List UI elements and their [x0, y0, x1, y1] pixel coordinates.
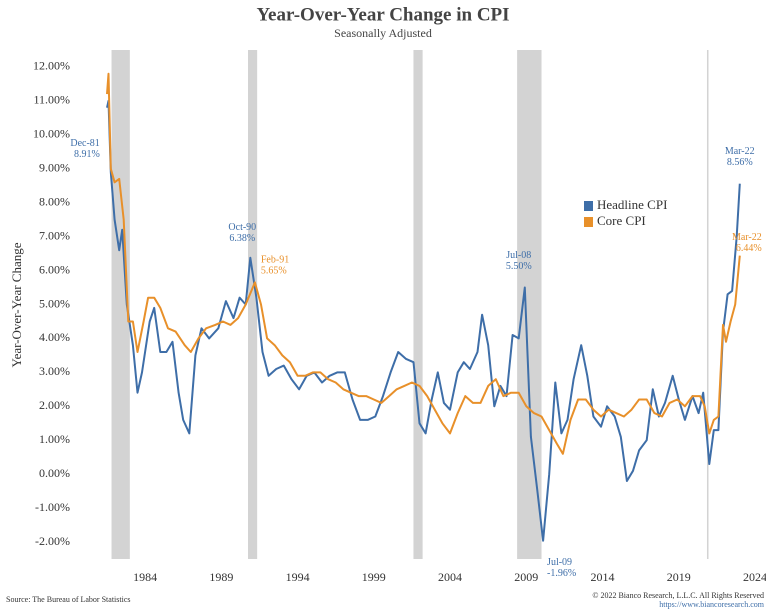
copyright: © 2022 Bianco Research, L.L.C. All Right…: [592, 591, 764, 600]
x-tick-label: 2009: [514, 570, 538, 584]
annotation-value: -1.96%: [547, 568, 576, 579]
recession-band: [248, 50, 258, 559]
recession-band: [706, 50, 709, 559]
series-line: [106, 72, 741, 455]
y-tick-label: 0.00%: [39, 466, 70, 480]
y-tick-label: 1.00%: [39, 432, 70, 446]
legend-label: Core CPI: [597, 213, 646, 228]
annotation-value: 8.91%: [74, 149, 100, 160]
y-tick-label: 2.00%: [39, 398, 70, 412]
y-tick-label: 7.00%: [39, 228, 70, 242]
y-tick-label: 5.00%: [39, 296, 70, 310]
source: Source: The Bureau of Labor Statistics: [6, 595, 131, 604]
annotation-date: Mar-22: [725, 146, 755, 157]
chart-title: Year-Over-Year Change in CPI: [256, 4, 509, 25]
annotation-value: 6.44%: [736, 243, 762, 254]
y-tick-label: 11.00%: [33, 93, 70, 107]
y-tick-label: 6.00%: [39, 262, 70, 276]
annotation-date: Mar-22: [732, 232, 762, 243]
annotation-value: 5.65%: [261, 266, 287, 277]
annotation-date: Jul-08: [506, 250, 531, 261]
y-tick-label: 8.00%: [39, 194, 70, 208]
annotation-value: 8.56%: [727, 157, 753, 168]
y-tick-label: 9.00%: [39, 161, 70, 175]
recession-band: [413, 50, 423, 559]
x-tick-label: 2019: [667, 570, 691, 584]
recession-band: [111, 50, 130, 559]
x-tick-label: 1999: [362, 570, 386, 584]
series-line: [106, 99, 741, 542]
y-tick-label: 12.00%: [33, 59, 70, 73]
annotation-value: 5.50%: [506, 261, 532, 272]
y-tick-label: 10.00%: [33, 127, 70, 141]
x-tick-label: 2004: [438, 570, 462, 584]
y-tick-label: 3.00%: [39, 364, 70, 378]
legend-label: Headline CPI: [597, 197, 667, 212]
annotation-date: Oct-90: [228, 222, 256, 233]
x-tick-label: 1994: [286, 570, 310, 584]
recession-band: [517, 50, 542, 559]
x-tick-label: 2014: [591, 570, 615, 584]
y-tick-label: -2.00%: [35, 534, 70, 548]
url: https://www.biancoresearch.com: [659, 600, 765, 609]
y-tick-label: -1.00%: [35, 500, 70, 514]
legend-swatch: [584, 217, 593, 227]
x-tick-label: 2024: [743, 570, 766, 584]
annotation-date: Feb-91: [261, 255, 289, 266]
legend-swatch: [584, 201, 593, 211]
y-tick-label: 4.00%: [39, 330, 70, 344]
annotation-date: Jul-09: [547, 557, 572, 568]
y-axis-label: Year-Over-Year Change: [9, 242, 24, 367]
chart-subtitle: Seasonally Adjusted: [334, 26, 432, 40]
x-tick-label: 1984: [133, 570, 157, 584]
x-tick-label: 1989: [209, 570, 233, 584]
annotation-date: Dec-81: [70, 138, 99, 149]
annotation-value: 6.38%: [229, 233, 255, 244]
